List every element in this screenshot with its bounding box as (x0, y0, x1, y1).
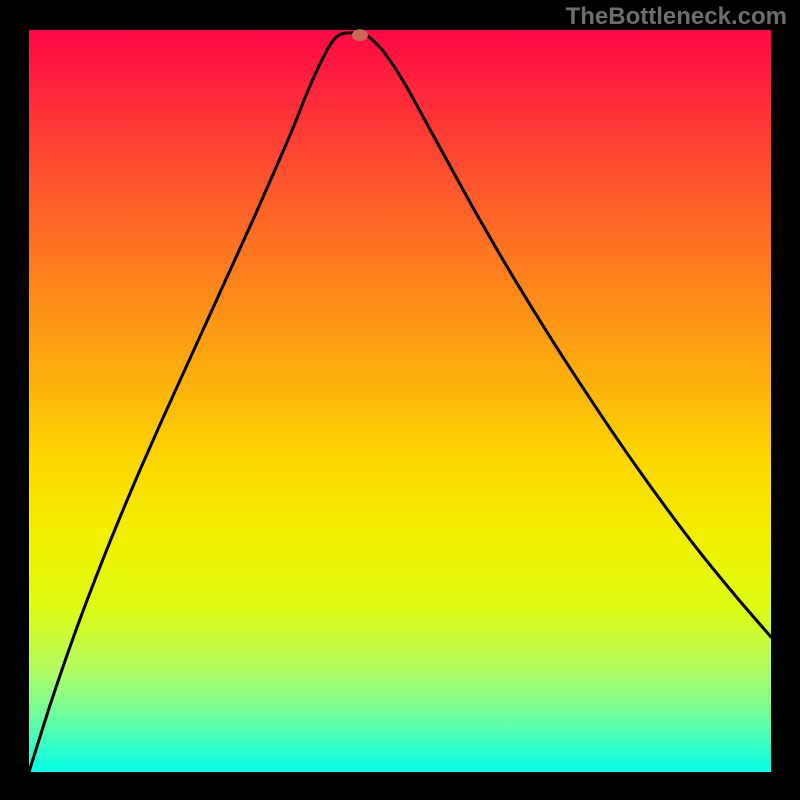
chart-container: TheBottleneck.com (0, 0, 800, 800)
watermark-text: TheBottleneck.com (566, 3, 787, 31)
plot-background (29, 30, 771, 772)
optimum-marker (352, 29, 368, 41)
bottleneck-chart (0, 0, 800, 800)
